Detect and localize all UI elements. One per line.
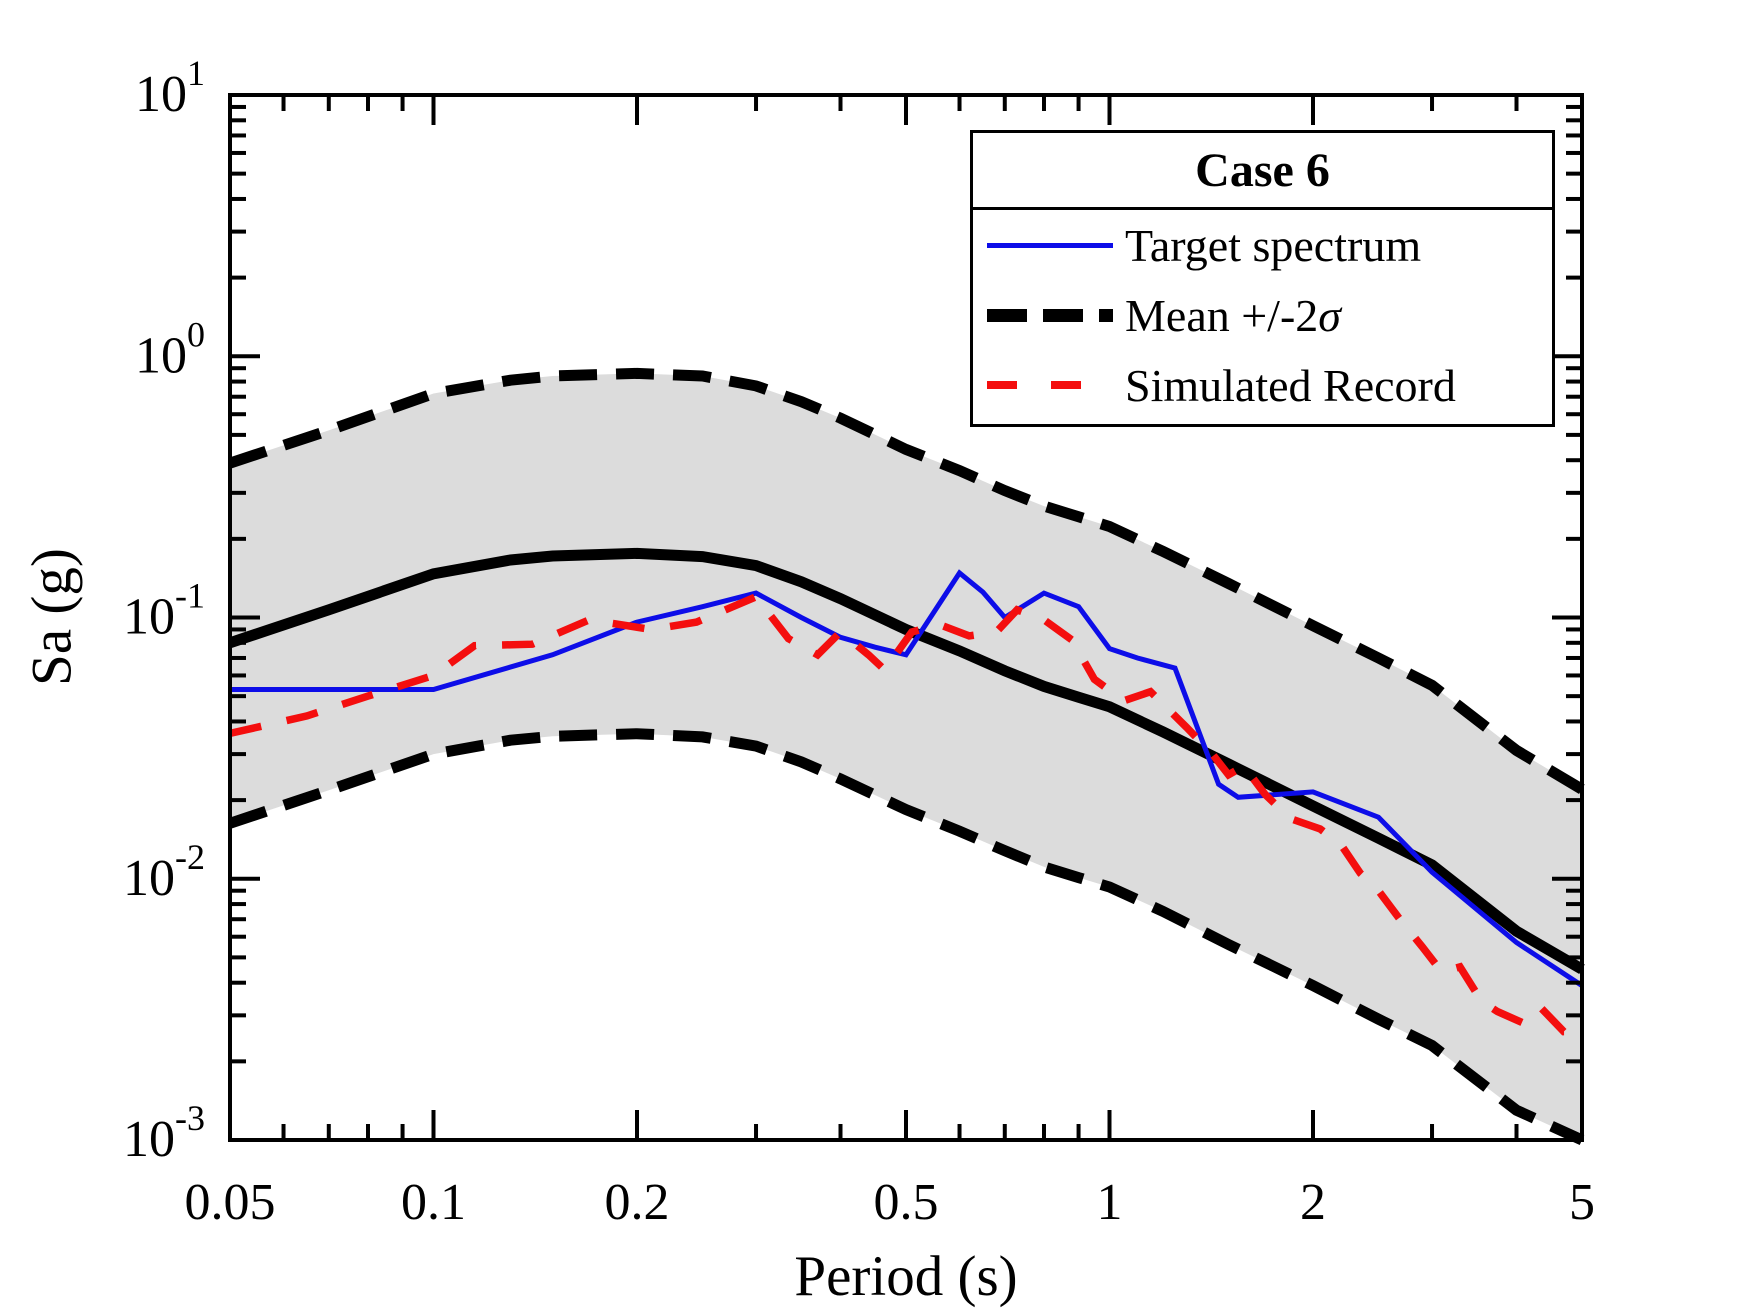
x-axis-label: Period (s) xyxy=(794,1245,1018,1308)
legend-item-mean-bounds: Mean +/-2σ xyxy=(973,280,1552,350)
x-tick-label: 1 xyxy=(1096,1174,1122,1231)
y-tick-label: 10-2 xyxy=(123,837,205,907)
x-tick-label: 0.5 xyxy=(874,1174,939,1231)
legend-item-target-spectrum: Target spectrum xyxy=(973,210,1552,280)
legend-label-simulated-record: Simulated Record xyxy=(1125,359,1456,411)
x-tick-label: 0.05 xyxy=(185,1174,276,1231)
mean-bounds-line-sample xyxy=(987,308,1113,322)
simulated-record-line-sample xyxy=(987,381,1113,389)
mean-line xyxy=(228,547,1585,975)
simulated-record-line xyxy=(229,592,1582,1036)
y-tick-label: 10-3 xyxy=(123,1098,205,1168)
x-tick-label: 2 xyxy=(1300,1174,1326,1231)
legend-box: Case 6 Target spectrum Mean +/-2σ Simula… xyxy=(970,130,1555,427)
x-tick-label: 0.1 xyxy=(401,1174,466,1231)
x-tick-label: 0.2 xyxy=(604,1174,669,1231)
mean-minus-2sigma-line xyxy=(228,728,1585,1146)
legend-title: Case 6 xyxy=(973,133,1552,210)
legend-label-target-spectrum: Target spectrum xyxy=(1125,219,1422,271)
y-axis-label: Sa (g) xyxy=(20,548,84,686)
target-spectrum-line-sample xyxy=(987,242,1113,248)
x-tick-label: 5 xyxy=(1569,1174,1595,1231)
y-tick-label: 100 xyxy=(135,314,205,384)
legend-label-mean-bounds: Mean +/-2σ xyxy=(1125,289,1341,341)
legend-item-simulated-record: Simulated Record xyxy=(973,350,1552,420)
y-tick-label: 101 xyxy=(135,53,205,123)
sigma-band-fill xyxy=(230,373,1582,1140)
y-tick-label: 10-1 xyxy=(123,576,205,646)
mean-plus-2sigma-line xyxy=(228,367,1585,795)
